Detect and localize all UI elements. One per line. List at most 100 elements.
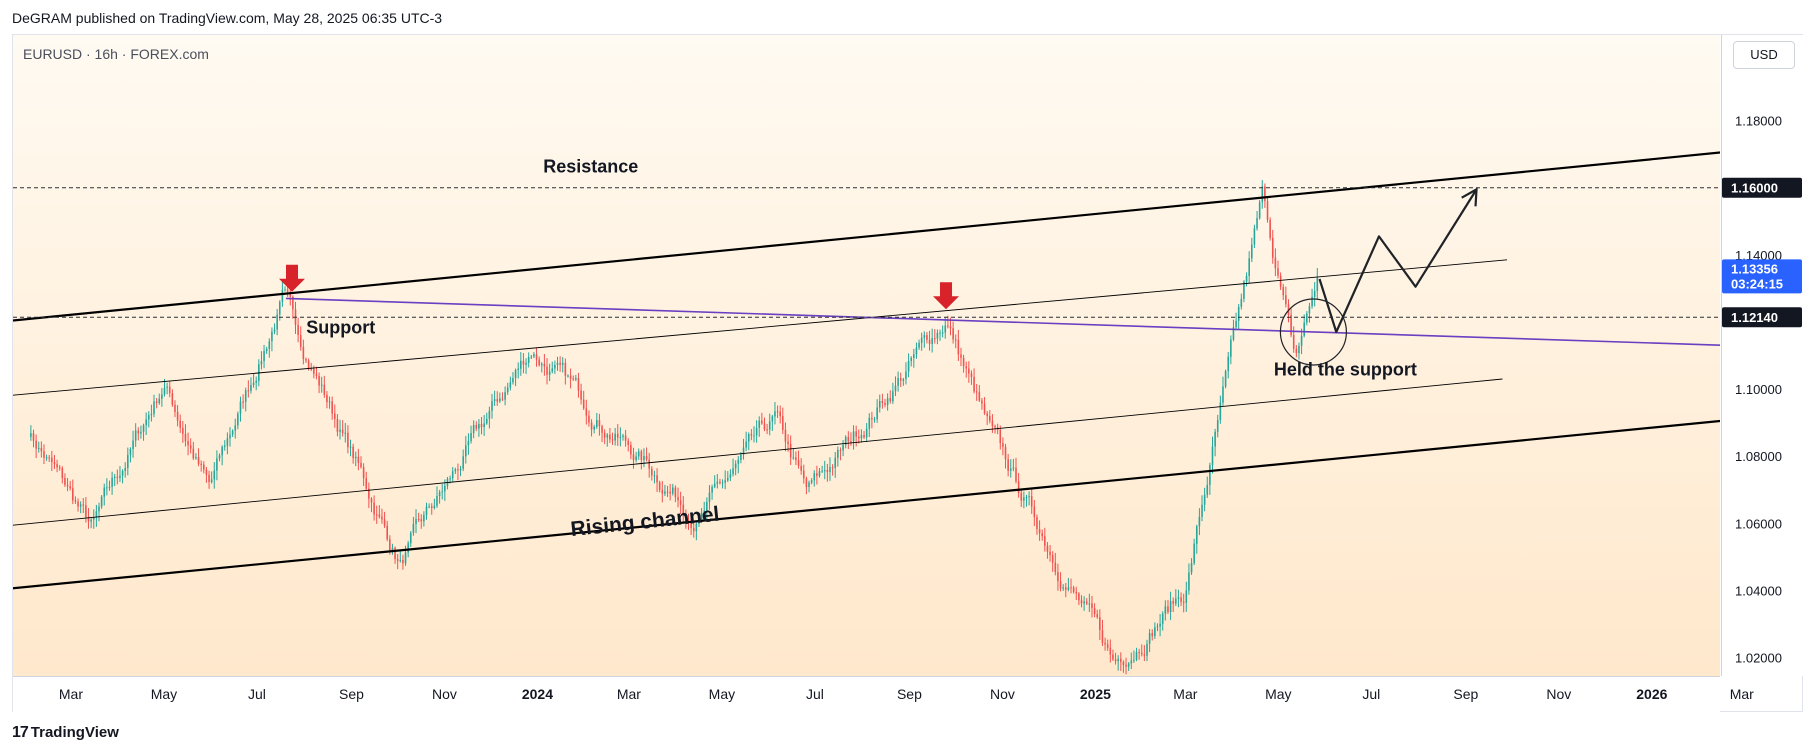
price-scale[interactable] (1721, 35, 1803, 676)
annotation-label: Rising channel (570, 503, 721, 541)
candle (918, 339, 920, 350)
candle-body (926, 335, 928, 340)
candle (1298, 342, 1300, 360)
candle-body (708, 492, 711, 502)
candle-body (700, 512, 703, 521)
candle-body (991, 420, 994, 427)
candle (816, 465, 818, 485)
currency-button[interactable]: USD (1733, 41, 1795, 69)
candle-body (389, 539, 391, 551)
candle (1175, 589, 1177, 606)
candle-body (347, 432, 349, 448)
candle (391, 543, 394, 555)
candle (614, 427, 616, 446)
candle-body (1104, 642, 1106, 645)
candle (331, 396, 333, 420)
candle (1193, 538, 1195, 566)
tradingview-logo[interactable]: 17 TradingView (12, 724, 119, 742)
candle (187, 432, 189, 456)
chart-canvas[interactable]: Resistance Support Held the support Rising … (13, 35, 1802, 711)
candle (1028, 491, 1030, 506)
candle (928, 330, 931, 351)
candle-body (66, 484, 69, 487)
candle (829, 457, 831, 481)
candle-body (651, 468, 653, 476)
candle (1146, 639, 1148, 662)
candle-body (391, 547, 394, 551)
candle-body (35, 440, 37, 449)
candle (1211, 436, 1214, 474)
channel-line-mid-upper (13, 259, 1508, 396)
candle-body (113, 476, 116, 478)
candle-body (939, 332, 941, 334)
candle-body (761, 420, 763, 424)
candle (611, 432, 614, 445)
candle (923, 331, 926, 348)
time-axis[interactable] (13, 676, 1720, 712)
candle (1190, 558, 1193, 575)
candle (603, 429, 606, 445)
candle (768, 413, 771, 436)
candle (478, 419, 480, 437)
candle (525, 358, 527, 374)
candle-body (127, 454, 129, 468)
candle-body (250, 384, 252, 391)
candle-body (1075, 591, 1078, 594)
candle-body (818, 471, 821, 476)
candle (166, 382, 168, 395)
plot-area[interactable] (13, 35, 1720, 676)
candle-body (281, 289, 284, 302)
candle-body (74, 500, 77, 502)
candle (1109, 639, 1112, 663)
candle (512, 372, 514, 385)
candle (1279, 272, 1282, 291)
candle (98, 502, 100, 522)
x-tick-label: Jul (248, 686, 266, 702)
candle (637, 448, 640, 460)
candle (352, 443, 354, 464)
candle-body (1295, 348, 1298, 354)
tradingview-logo-text: TradingView (30, 724, 119, 741)
candle (1264, 183, 1266, 208)
candle (970, 370, 973, 385)
candle-body (1080, 600, 1083, 604)
candle (533, 352, 535, 359)
candle-body (150, 414, 153, 416)
candle (1044, 527, 1046, 552)
candle (412, 516, 415, 536)
candle (1051, 551, 1054, 572)
candle (446, 476, 449, 490)
candle-body (750, 434, 753, 436)
candle-body (834, 457, 837, 468)
candle (674, 485, 677, 503)
candle-body (871, 417, 873, 420)
candle-body (527, 356, 530, 363)
chart-panel[interactable]: EURUSD · 16h · FOREX.com USD Resistance S… (12, 34, 1803, 712)
candle-body (988, 416, 991, 421)
candle-body (1062, 587, 1064, 589)
candle-body (333, 413, 336, 419)
candle (758, 416, 761, 437)
candle (43, 444, 45, 465)
candle (1188, 563, 1190, 595)
y-tick-label: 1.18000 (1735, 114, 1782, 129)
candle (250, 377, 252, 394)
candle-body (425, 506, 428, 516)
candle-body (868, 417, 871, 429)
candle-body (82, 504, 85, 506)
candle-body (95, 511, 98, 518)
candle-body (100, 496, 103, 507)
candle (1117, 655, 1119, 671)
y-tick-label: 1.04000 (1735, 583, 1782, 598)
candle-body (1114, 659, 1117, 662)
candle (40, 441, 43, 458)
candle (540, 362, 543, 373)
symbol-legend[interactable]: EURUSD · 16h · FOREX.com (23, 46, 209, 62)
candle-body (747, 434, 750, 442)
candle (268, 338, 271, 358)
candle (378, 505, 381, 519)
candle (1093, 603, 1096, 618)
candle-body (1020, 492, 1023, 501)
candle-body (1203, 494, 1206, 505)
candle-body (1232, 327, 1235, 340)
